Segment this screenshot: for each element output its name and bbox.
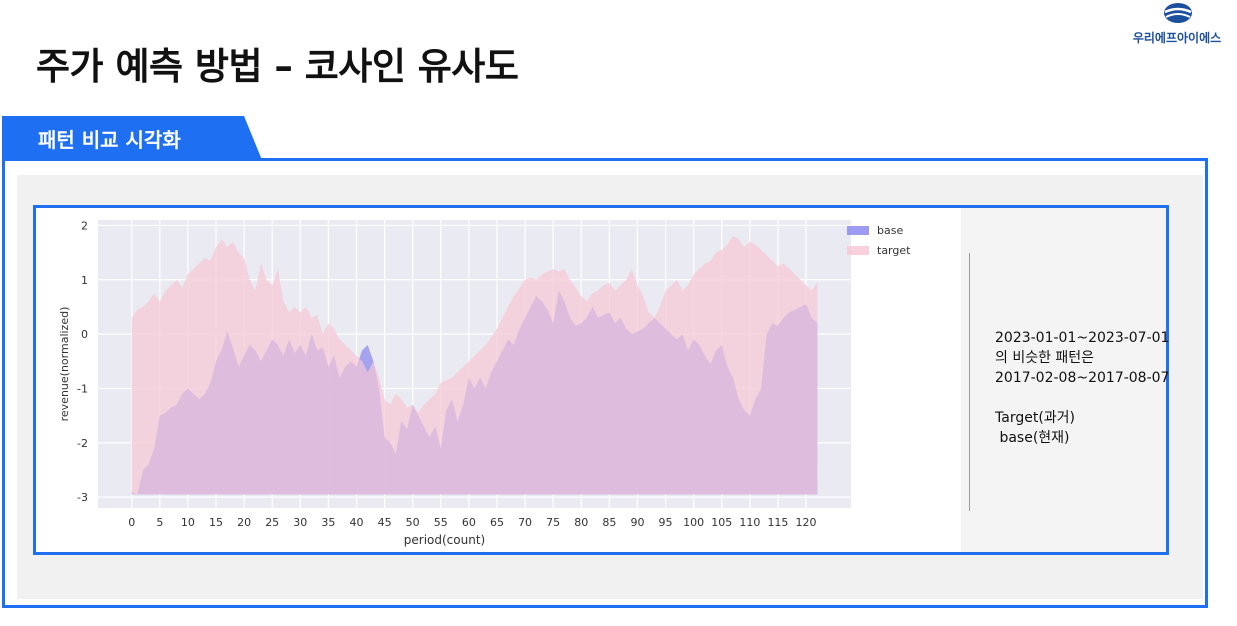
note-line: 2023-01-01~2023-07-01	[995, 330, 1170, 346]
series-area-target	[131, 236, 818, 495]
x-tick-label: 0	[128, 516, 135, 529]
legend-swatch-base	[847, 226, 869, 235]
note-line: 2017-02-08~2017-08-07	[995, 370, 1170, 386]
x-tick-label: 5	[156, 516, 163, 529]
note-line: 의 비슷한 패턴은	[995, 350, 1095, 366]
x-tick-label: 60	[462, 516, 476, 529]
y-tick-label: -2	[77, 437, 88, 450]
x-tick-label: 105	[711, 516, 732, 529]
legend-label-target: target	[877, 244, 911, 257]
pattern-chart: 0 5 10 15 20 25 30 35 40 45 50 55 60 65 70 75 80 85 90 95 10…	[58, 219, 911, 547]
x-tick-label: 25	[265, 516, 279, 529]
x-tick-label: 110	[739, 516, 760, 529]
logo-text: 우리에프아이에스	[1132, 31, 1222, 45]
x-tick-label: 55	[434, 516, 448, 529]
note-text: 2023-01-01~2023-07-01 의 비슷한 패턴은 2017-02-…	[995, 328, 1169, 448]
x-tick-label: 45	[378, 516, 392, 529]
y-tick-label: 1	[81, 274, 88, 287]
y-tick-label: -3	[77, 491, 88, 504]
x-tick-label: 30	[293, 516, 307, 529]
x-tick-label: 40	[349, 516, 363, 529]
company-logo: 우리에프아이에스	[1118, 2, 1236, 46]
x-axis-label: period(count)	[404, 533, 485, 547]
legend-swatch-target	[847, 246, 869, 255]
x-tick-label: 70	[518, 516, 532, 529]
y-tick-label: 0	[81, 328, 88, 341]
x-tick-label: 85	[602, 516, 616, 529]
x-tick-label: 15	[209, 516, 223, 529]
x-tick-label: 65	[490, 516, 504, 529]
x-tick-label: 20	[237, 516, 251, 529]
note-line: base(현재)	[995, 430, 1070, 446]
chart-frame: 0 5 10 15 20 25 30 35 40 45 50 55 60 65 70 75 80 85 90 95 10…	[33, 205, 1169, 555]
x-tick-label: 90	[630, 516, 644, 529]
legend-label-base: base	[877, 224, 903, 237]
y-tick-label: 2	[81, 219, 88, 232]
y-tick-label: -1	[77, 382, 88, 395]
note-line: Target(과거)	[995, 410, 1075, 426]
note-divider	[969, 253, 970, 511]
x-tick-label: 80	[574, 516, 588, 529]
x-tick-label: 95	[659, 516, 673, 529]
x-tick-label: 75	[546, 516, 560, 529]
x-tick-label: 115	[767, 516, 788, 529]
x-tick-label: 120	[796, 516, 817, 529]
y-axis-label: revenue(normalized)	[58, 307, 71, 422]
note-panel: 2023-01-01~2023-07-01 의 비슷한 패턴은 2017-02-…	[961, 208, 1169, 552]
x-tick-label: 10	[181, 516, 195, 529]
x-tick-label: 100	[683, 516, 704, 529]
section-tab: 패턴 비교 시각화	[2, 116, 264, 162]
logo-globe-icon	[1164, 3, 1192, 23]
page-title: 주가 예측 방법 – 코사인 유사도	[36, 45, 519, 88]
x-tick-label: 35	[321, 516, 335, 529]
section-label: 패턴 비교 시각화	[38, 128, 181, 152]
note-line	[995, 388, 1169, 408]
x-tick-label: 50	[406, 516, 420, 529]
